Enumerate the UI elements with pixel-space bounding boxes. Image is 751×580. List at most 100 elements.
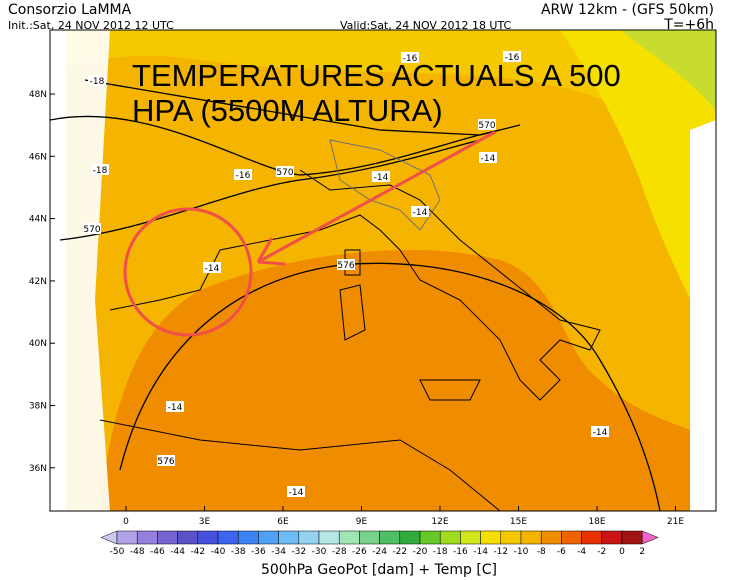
annotation-shapes — [123, 130, 496, 337]
lead-time: T=+6h — [663, 17, 714, 33]
lon-label: 9E — [356, 517, 368, 527]
colorbar-box — [258, 530, 279, 545]
contour-label-bg — [591, 426, 609, 437]
init-time: Init.:Sat, 24 NOV 2012 12 UTC — [8, 19, 174, 32]
colorbar-box — [500, 530, 522, 545]
contour-label-bg — [88, 75, 106, 86]
colorbar-box — [136, 530, 158, 545]
colorbar-caption: 500hPa GeoPot [dam] + Temp [C] — [261, 562, 497, 578]
contour-label-bg — [166, 401, 184, 412]
colorbar-box — [278, 530, 300, 545]
colorbar-box — [237, 530, 259, 545]
contour-label: 576 — [337, 261, 354, 271]
contour-label: -18 — [93, 166, 108, 176]
contour-label-bg — [91, 164, 109, 175]
colorbar-label: -22 — [392, 547, 407, 557]
lat-label: 42N — [29, 277, 47, 287]
colorbar-box — [116, 530, 138, 545]
source: Consorzio LaMMA — [8, 2, 132, 18]
colorbar-label: -50 — [110, 547, 125, 557]
colorbar-label: -34 — [271, 547, 286, 557]
colorbar-label: -16 — [453, 547, 468, 557]
colorbar-label: -46 — [150, 547, 165, 557]
lat-label: 44N — [29, 215, 47, 225]
lat-label: 36N — [29, 464, 47, 474]
colorbar-box — [298, 530, 320, 545]
colorbar-label: -36 — [251, 547, 266, 557]
contour-label-bg — [157, 455, 175, 466]
map-fill — [50, 30, 716, 511]
colorbar-label: -2 — [597, 547, 606, 557]
colorbar-label: -12 — [493, 547, 508, 557]
colorbar-box — [439, 530, 461, 545]
colorbar-label: -20 — [413, 547, 428, 557]
contour-label: -16 — [236, 171, 251, 181]
contour-label: 576 — [157, 457, 174, 467]
colorbar-box — [197, 530, 219, 545]
colorbar-label: -10 — [514, 547, 529, 557]
contour-label-bg — [234, 169, 252, 180]
contour-label-bg — [276, 166, 294, 177]
colorbar-cap — [100, 530, 118, 545]
lat-label: 48N — [29, 90, 47, 100]
colorbar-box — [379, 530, 401, 545]
colorbar-label: -38 — [231, 547, 246, 557]
annotation: TEMPERATURES ACTUALS A 500 — [132, 58, 621, 93]
colorbar-box — [601, 530, 623, 545]
contour-label: -16 — [403, 54, 418, 64]
lon-label: 12E — [431, 517, 448, 527]
colorbar-label: -48 — [130, 547, 145, 557]
colorbar-label: -24 — [372, 547, 387, 557]
colorbar-box — [318, 530, 340, 545]
contour-label-bg — [337, 259, 355, 270]
colorbar-label: -42 — [190, 547, 205, 557]
contour-label-bg — [372, 171, 390, 182]
colorbar-label: 0 — [619, 547, 625, 557]
colorbar-box — [540, 530, 562, 545]
map-frame — [49, 29, 717, 512]
valid-time: Valid:Sat, 24 NOV 2012 18 UTC — [340, 19, 512, 32]
annotation: HPA (5500M ALTURA) — [132, 93, 443, 128]
colorbar-box — [157, 530, 178, 545]
lon-label: 3E — [199, 517, 211, 527]
colorbar-box — [217, 530, 239, 545]
lat-label: 40N — [29, 339, 47, 349]
colorbar-label: -26 — [352, 547, 367, 557]
colorbar-label: -40 — [211, 547, 226, 557]
contour-label-bg — [287, 486, 305, 497]
model: ARW 12km - (GFS 50km) — [541, 2, 714, 18]
colorbar-box — [480, 530, 502, 545]
colorbar-label: -32 — [291, 547, 306, 557]
lon-label: 0 — [123, 517, 129, 527]
colorbar-label: -18 — [433, 547, 448, 557]
contour-label: -14 — [168, 403, 183, 413]
colorbar-label: -4 — [577, 547, 586, 557]
colorbar-box — [581, 530, 603, 545]
contour-label: -14 — [481, 154, 496, 164]
lat-label: 46N — [29, 152, 47, 162]
colorbar-box — [359, 530, 380, 545]
lat-label: 38N — [29, 402, 47, 412]
contour-label-bg — [203, 262, 221, 273]
lon-label: 15E — [510, 517, 527, 527]
contour-label-bg — [411, 206, 429, 217]
colorbar-box — [338, 530, 360, 545]
contour-label: -16 — [505, 53, 520, 63]
contour-label: 570 — [276, 168, 293, 178]
colorbar-label: -30 — [312, 547, 327, 557]
colorbar-box — [561, 530, 582, 545]
contour-label: -14 — [205, 264, 220, 274]
colorbar-label: 2 — [639, 547, 645, 557]
lon-label: 6E — [277, 517, 289, 527]
lon-label: 18E — [588, 517, 605, 527]
colorbar-box — [460, 530, 481, 545]
contour-label-bg — [479, 152, 497, 163]
colorbar-box — [419, 530, 441, 545]
contour-label: -14 — [593, 428, 608, 438]
contour-label: 570 — [83, 225, 100, 235]
contour-label: -14 — [289, 488, 304, 498]
colorbar-label: -44 — [170, 547, 185, 557]
colorbar-cap — [641, 530, 659, 545]
contour-label: -14 — [413, 208, 428, 218]
